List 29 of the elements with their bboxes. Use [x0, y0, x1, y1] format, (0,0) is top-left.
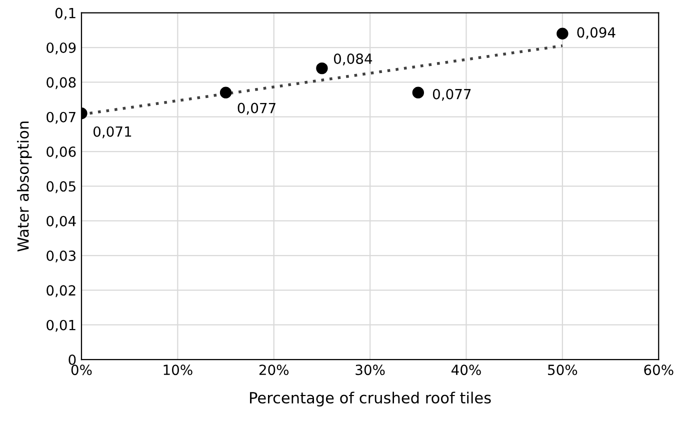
x-tick-label: 40% — [451, 364, 481, 376]
x-tick-label: 50% — [548, 364, 578, 376]
data-label: 0,077 — [432, 88, 471, 101]
x-axis-title: Percentage of crushed roof tiles — [250, 392, 491, 406]
y-tick-label: 0,04 — [46, 216, 76, 228]
y-tick-label: 0 — [68, 354, 76, 365]
data-label: 0,084 — [334, 54, 372, 66]
x-tick-label: 10% — [164, 364, 192, 376]
point — [556, 28, 568, 40]
data-label: 0,071 — [94, 126, 132, 138]
x-tick-label: 60% — [644, 364, 674, 376]
y-tick-label: 0,05 — [46, 181, 76, 194]
y-tick-label: 0,06 — [46, 146, 76, 158]
point — [316, 62, 328, 74]
y-tick-label: 0,02 — [46, 285, 76, 298]
y-tick-label: 0,09 — [46, 42, 76, 54]
y-tick-label: 0,07 — [46, 112, 76, 124]
y-tick-label: 0,03 — [46, 250, 76, 262]
data-label: 0,077 — [238, 102, 276, 115]
y-tick-label: 0,1 — [55, 8, 76, 20]
y-tick-label: 0,08 — [46, 77, 76, 90]
y-tick-label: 0,01 — [46, 320, 76, 332]
data-label: 0,094 — [577, 27, 616, 40]
x-tick-label: 20% — [259, 364, 289, 376]
point — [220, 86, 232, 98]
x-tick-label: 30% — [356, 364, 385, 376]
y-axis-title: Water absorption — [17, 122, 32, 252]
x-tick-label: 0% — [71, 364, 92, 376]
point — [412, 86, 424, 98]
